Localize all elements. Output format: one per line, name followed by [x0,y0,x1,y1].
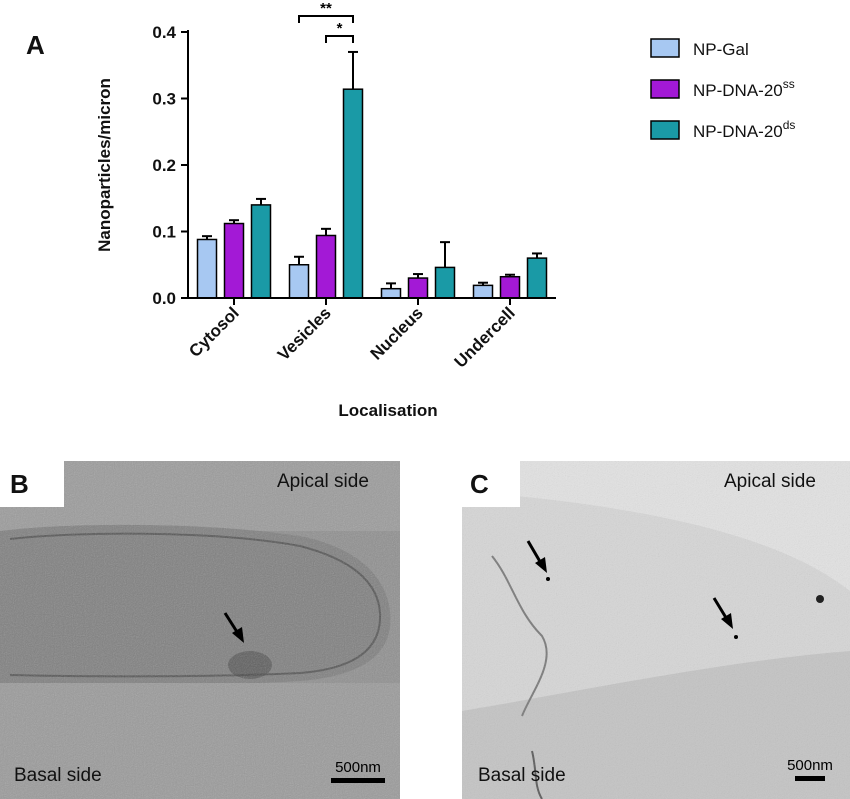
legend-entry-name: NP-DNA-20 [693,81,783,100]
bar [315,234,337,299]
scale-bar-line [331,778,385,783]
em-image-b [0,461,400,799]
bar-chart: 0.0 0.1 0.2 0.3 0.4 Cytosol Vesicles Nucleus Un… [95,0,795,420]
panel-label-b: B [10,469,29,499]
legend-entry-superscript: ds [783,118,796,132]
scale-bar-label: 500nm [335,759,381,776]
legend-swatch [650,120,680,140]
apical-side-label-b: Apical side [277,471,369,492]
x-tick-label: Undercell [451,303,519,371]
bar [380,287,402,299]
legend-swatch [650,38,680,58]
scale-bar-b: 500nm [330,759,386,783]
arrow-icon [712,597,733,629]
legend-swatch [650,79,680,99]
panel-label-a: A [26,30,45,60]
bar [472,284,494,299]
basal-side-label-c: Basal side [478,765,566,786]
y-tick-label: 0.0 [152,289,176,308]
significance-bracket [325,34,354,43]
em-micrograph-c [462,461,850,799]
arrow-icon [223,612,244,643]
y-tick-label: 0.2 [152,156,176,175]
x-axis-label: Localisation [338,401,437,420]
x-tick-label: Cytosol [185,303,243,361]
em-image-c [462,461,850,799]
basal-side-label-b: Basal side [14,765,102,786]
arrow-icon [526,540,547,573]
legend-entry-superscript: ss [783,77,795,91]
apical-side-label-c: Apical side [724,471,816,492]
significance-label: * [337,20,343,37]
scale-bar-line [795,776,825,781]
legend-entry: NP-DNA-20ss [693,77,795,100]
bar [434,266,456,299]
y-tick-label: 0.3 [152,90,176,109]
bar [196,238,218,299]
bar [526,257,548,299]
em-micrograph-b [0,461,400,799]
bar [250,204,272,299]
significance-bracket [298,14,354,23]
bar [288,264,310,299]
legend-entry: NP-Gal [693,40,749,59]
bar [342,88,364,299]
scale-bar-c: 500nm [782,757,838,781]
legend-entry: NP-DNA-20ds [693,118,795,141]
bar [407,277,429,299]
significance-label: ** [320,0,332,17]
x-tick-label: Nucleus [367,303,427,363]
bar [223,222,245,299]
y-tick-label: 0.1 [152,223,176,242]
y-tick-label: 0.4 [152,23,176,42]
y-axis-label: Nanoparticles/micron [95,78,114,252]
legend-entry-name: NP-Gal [693,40,749,59]
x-tick-label: Vesicles [274,303,335,364]
legend-entry-name: NP-DNA-20 [693,122,783,141]
scale-bar-label: 500nm [787,757,833,774]
panel-label-c: C [470,469,489,499]
bar [499,275,521,299]
